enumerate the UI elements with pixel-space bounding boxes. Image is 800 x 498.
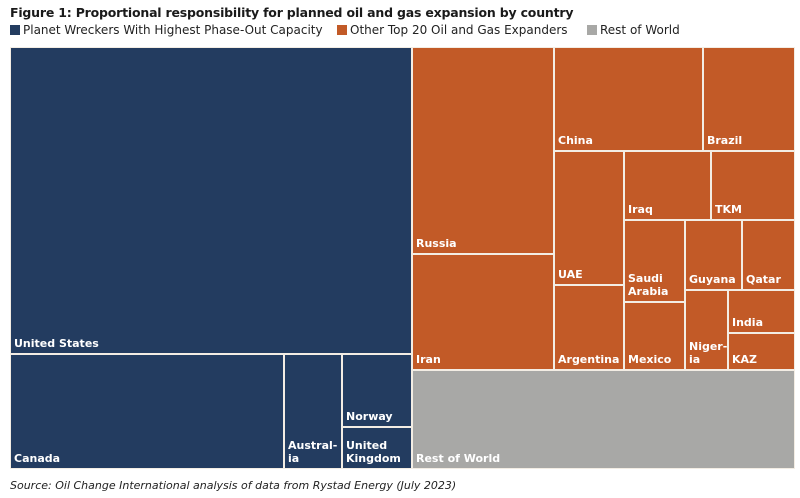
- treemap-label-austral-ia: Austral- ia: [288, 439, 338, 465]
- treemap-label-tkm: TKM: [715, 203, 742, 216]
- treemap-label-united-states: United States: [14, 337, 99, 350]
- treemap-cell-iraq: Iraq: [624, 151, 711, 220]
- treemap-cell-canada: Canada: [10, 354, 284, 469]
- treemap-label-mexico: Mexico: [628, 353, 672, 366]
- treemap-cell-kaz: KAZ: [728, 333, 795, 370]
- treemap-cell-tkm: TKM: [711, 151, 795, 220]
- treemap-cell-united-states: United States: [10, 47, 412, 354]
- legend-item-other-expanders: Other Top 20 Oil and Gas Expanders: [337, 23, 568, 37]
- treemap-cell-iran: Iran: [412, 254, 554, 370]
- legend-item-rest-of-world: Rest of World: [587, 23, 680, 37]
- treemap-cell-brazil: Brazil: [703, 47, 795, 151]
- treemap-label-brazil: Brazil: [707, 134, 743, 147]
- legend-swatch-rest-of-world: [587, 25, 597, 35]
- legend-label-planet-wreckers: Planet Wreckers With Highest Phase-Out C…: [23, 23, 323, 37]
- treemap-cell-china: China: [554, 47, 703, 151]
- treemap-label-iran: Iran: [416, 353, 441, 366]
- chart-title: Figure 1: Proportional responsibility fo…: [10, 5, 574, 20]
- treemap-label-india: India: [732, 316, 763, 329]
- legend-label-rest-of-world: Rest of World: [600, 23, 680, 37]
- legend-label-other-expanders: Other Top 20 Oil and Gas Expanders: [350, 23, 568, 37]
- treemap-cell-uae: UAE: [554, 151, 624, 285]
- treemap-cell-norway: Norway: [342, 354, 412, 427]
- treemap-cell-india: India: [728, 290, 795, 333]
- treemap-cell-qatar: Qatar: [742, 220, 795, 290]
- treemap-label-guyana: Guyana: [689, 273, 736, 286]
- treemap-label-uae: UAE: [558, 268, 583, 281]
- treemap-label-kaz: KAZ: [732, 353, 758, 366]
- treemap-cell-austral-ia: Austral- ia: [284, 354, 342, 469]
- legend-swatch-other-expanders: [337, 25, 347, 35]
- treemap-label-argentina: Argentina: [558, 353, 620, 366]
- treemap-label-russia: Russia: [416, 237, 457, 250]
- treemap-label-china: China: [558, 134, 593, 147]
- treemap-cell-united-kingdom: United Kingdom: [342, 427, 412, 469]
- treemap-cell-guyana: Guyana: [685, 220, 742, 290]
- legend-item-planet-wreckers: Planet Wreckers With Highest Phase-Out C…: [10, 23, 323, 37]
- legend: Planet Wreckers With Highest Phase-Out C…: [10, 23, 800, 39]
- treemap-label-qatar: Qatar: [746, 273, 781, 286]
- source-note: Source: Oil Change International analysi…: [10, 479, 457, 492]
- treemap-label-norway: Norway: [346, 410, 393, 423]
- treemap-cell-nigeria: Niger- ia: [685, 290, 728, 370]
- treemap-cell-rest-of-world: Rest of World: [412, 370, 795, 469]
- treemap-label-saudi-arabia: Saudi Arabia: [628, 272, 669, 298]
- treemap-cell-saudi-arabia: Saudi Arabia: [624, 220, 685, 302]
- treemap-label-united-kingdom: United Kingdom: [346, 439, 401, 465]
- treemap-cell-mexico: Mexico: [624, 302, 685, 370]
- treemap-label-nigeria: Niger- ia: [689, 340, 728, 366]
- treemap-label-canada: Canada: [14, 452, 61, 465]
- treemap-cell-argentina: Argentina: [554, 285, 624, 370]
- legend-swatch-planet-wreckers: [10, 25, 20, 35]
- treemap-label-rest-of-world: Rest of World: [416, 452, 501, 465]
- treemap-cell-russia: Russia: [412, 47, 554, 254]
- treemap-label-iraq: Iraq: [628, 203, 653, 216]
